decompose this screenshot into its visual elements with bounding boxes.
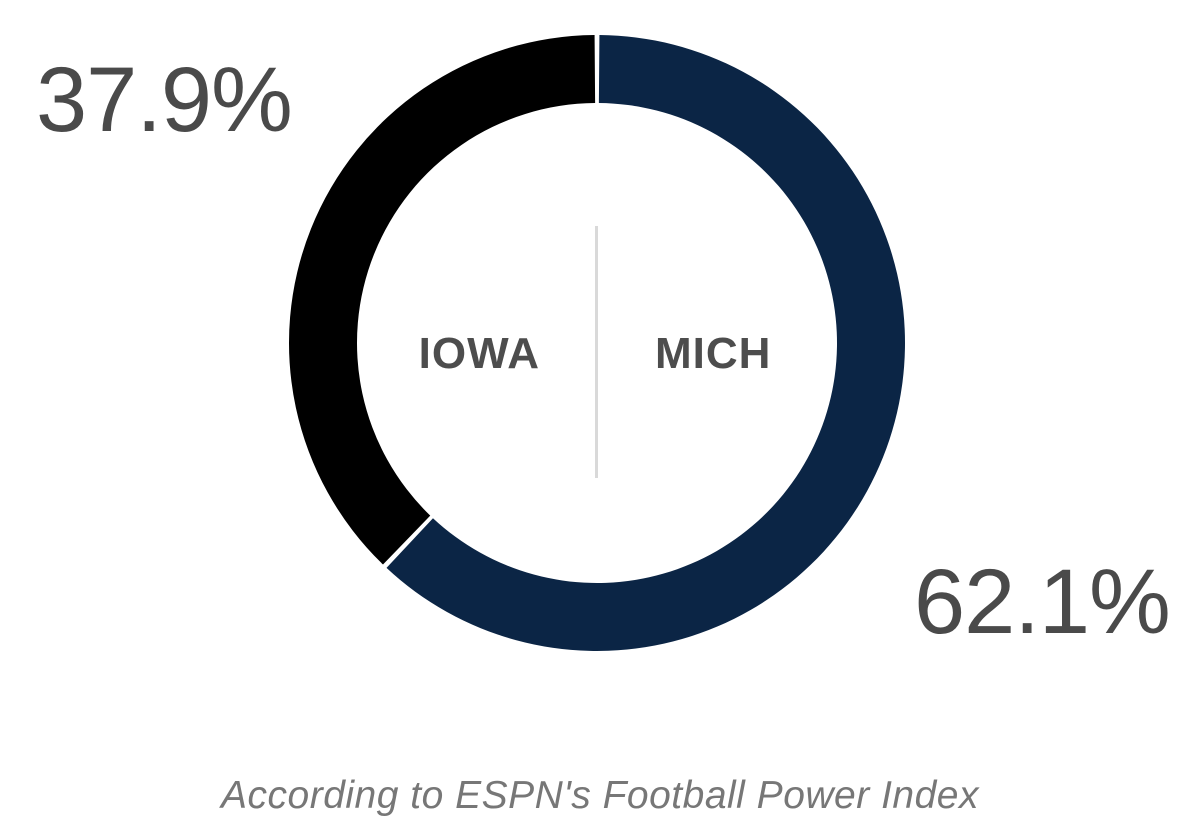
value-label-iowa: 37.9%	[36, 49, 293, 151]
team-label-mich: MICH	[655, 329, 772, 378]
center-divider	[595, 226, 598, 478]
donut-slice-iowa	[289, 35, 596, 565]
team-label-iowa: IOWA	[418, 329, 540, 378]
value-label-mich: 62.1%	[914, 551, 1171, 653]
source-footnote: According to ESPN's Football Power Index	[221, 774, 979, 817]
donut-slice-mich	[386, 35, 905, 651]
